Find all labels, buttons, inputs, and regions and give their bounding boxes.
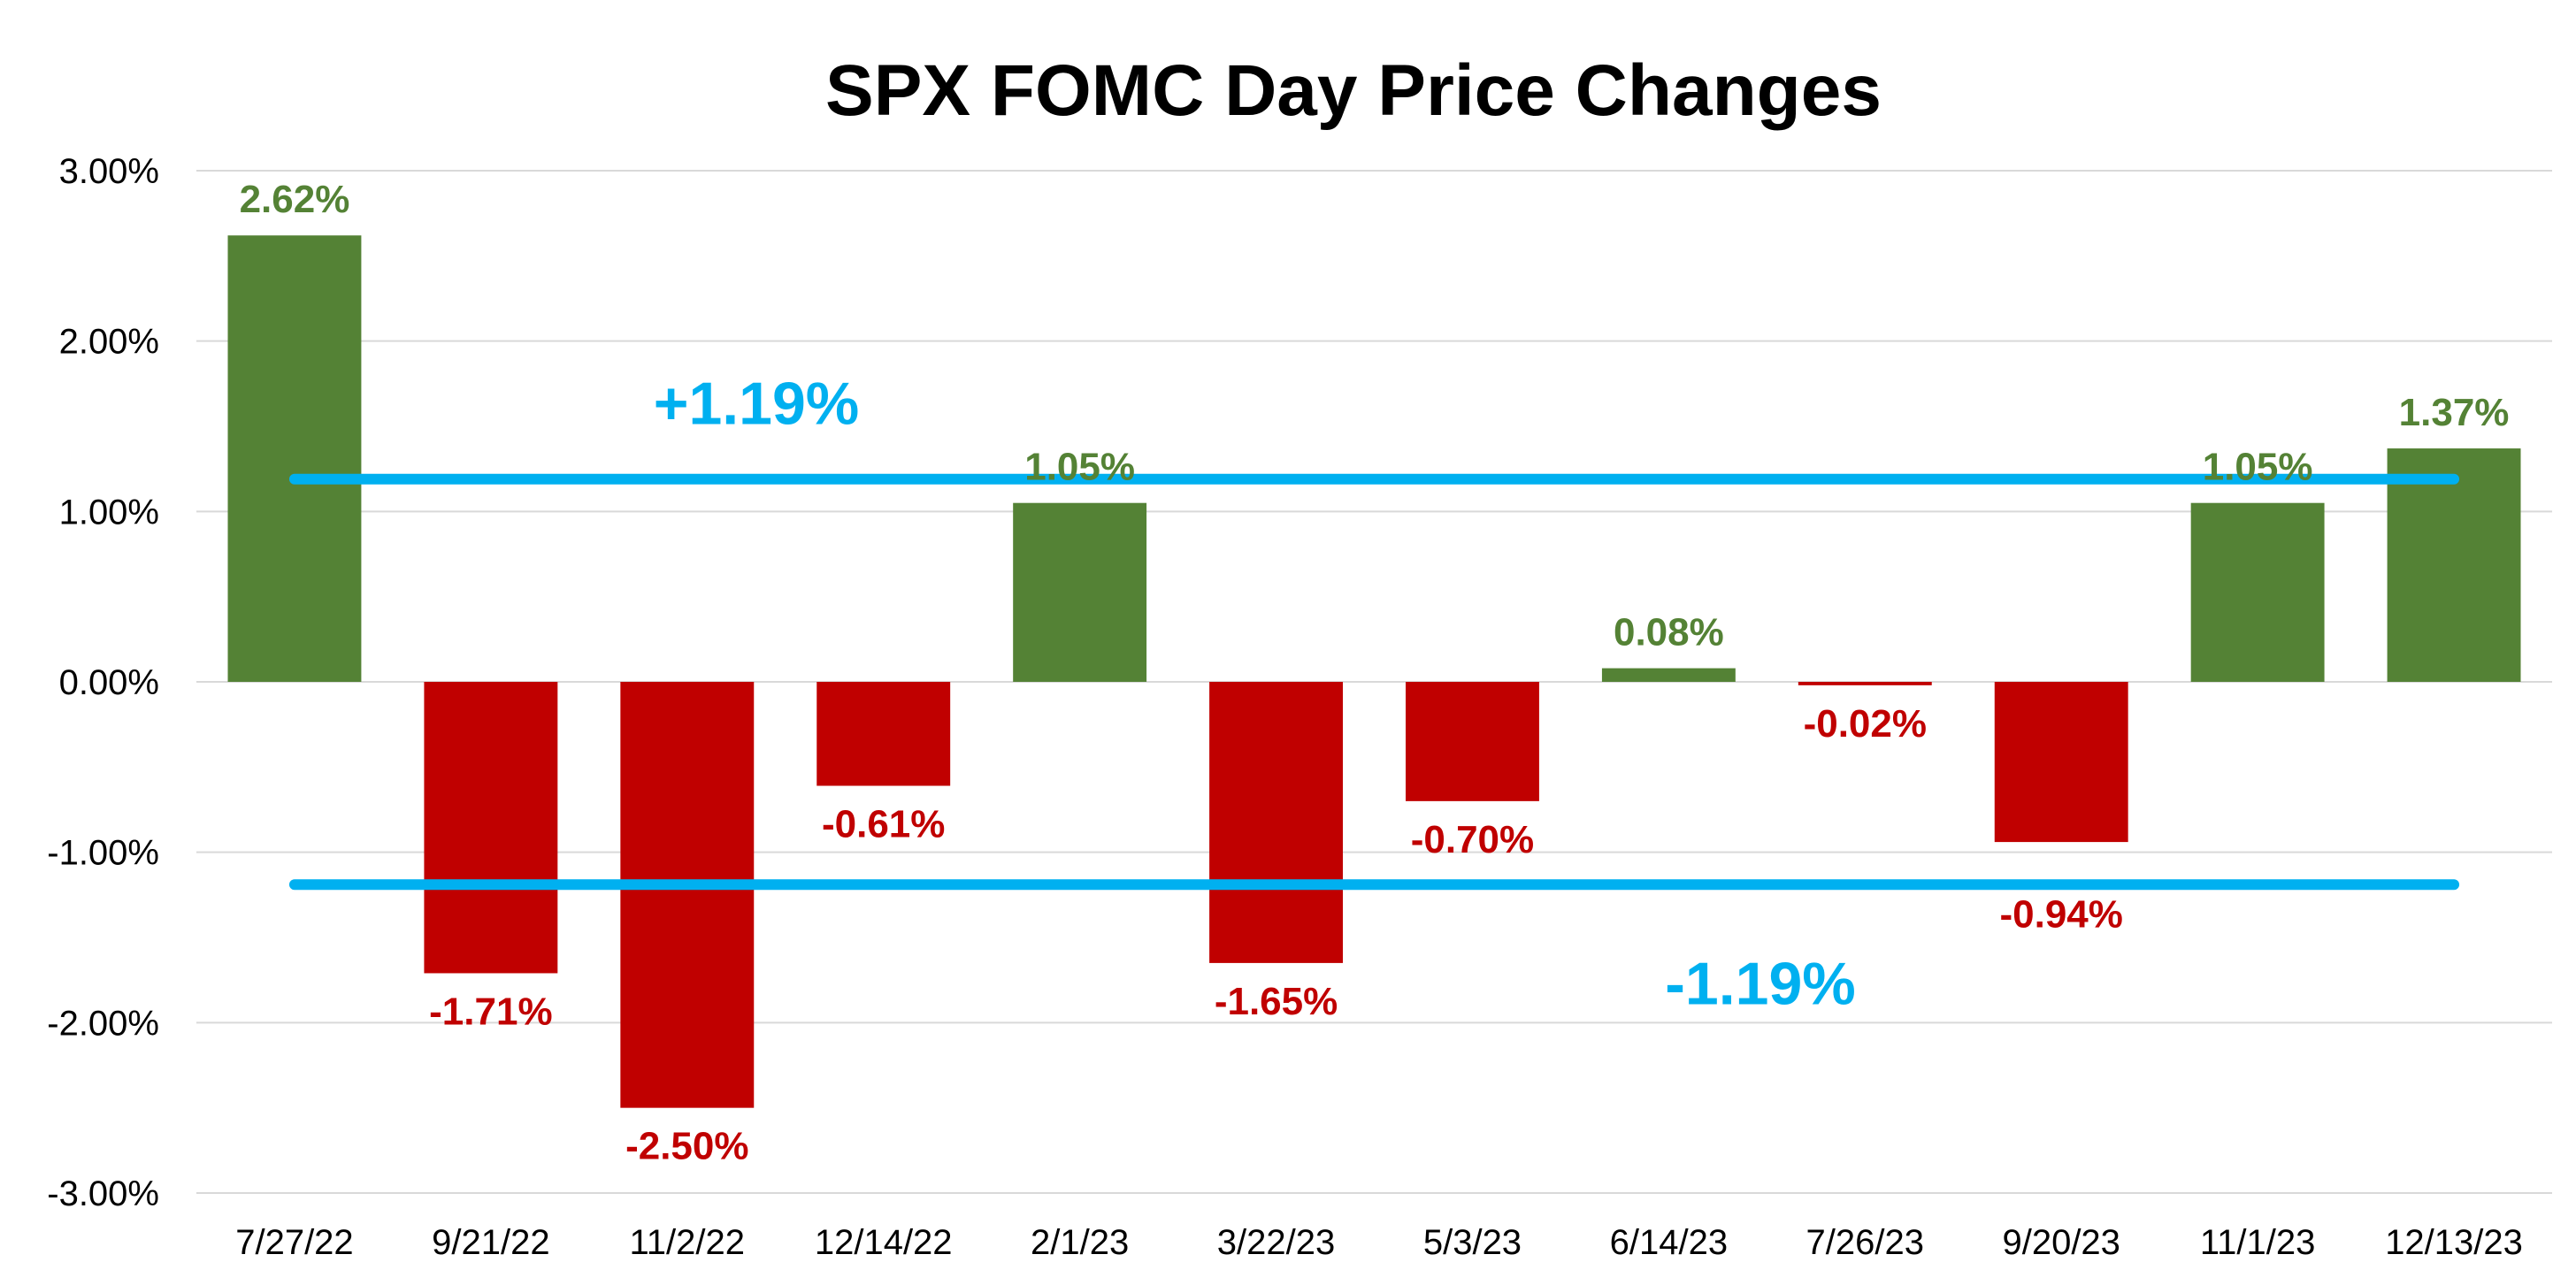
data-label: -0.61% xyxy=(822,803,945,846)
y-tick-label: 2.00% xyxy=(59,323,159,362)
y-tick-label: -2.00% xyxy=(47,1004,159,1043)
data-label: -0.02% xyxy=(1804,702,1927,746)
bar xyxy=(2387,448,2521,682)
x-tick-label: 7/26/23 xyxy=(1806,1223,1924,1262)
chart-title: SPX FOMC Day Price Changes xyxy=(825,50,1882,131)
bar xyxy=(227,235,362,682)
bar xyxy=(1994,682,2128,843)
x-tick-label: 6/14/23 xyxy=(1610,1223,1728,1262)
bars xyxy=(227,235,2521,1108)
reference-lines xyxy=(288,473,2460,891)
x-tick-label: 11/2/22 xyxy=(630,1223,746,1262)
x-tick-label: 9/20/23 xyxy=(2002,1223,2120,1262)
x-tick-label: 3/22/23 xyxy=(1217,1223,1335,1262)
data-label: -1.71% xyxy=(429,990,552,1033)
data-label: 1.05% xyxy=(2203,446,2313,489)
data-label: -0.70% xyxy=(1411,818,1534,861)
data-labels: 2.62% -1.71% -2.50% -0.61% 1.05% -1.65% -0.70%… xyxy=(240,178,2510,1167)
bar xyxy=(2190,502,2325,682)
y-tick-label: 0.00% xyxy=(59,663,159,702)
bar xyxy=(424,682,558,974)
y-tick-label: -1.00% xyxy=(47,834,159,873)
y-tick-label: 1.00% xyxy=(59,493,159,532)
x-tick-label: 2/1/23 xyxy=(1031,1223,1129,1262)
data-label: 2.62% xyxy=(240,178,350,221)
y-tick-label: -3.00% xyxy=(47,1174,159,1213)
bar xyxy=(1601,668,1736,682)
bar xyxy=(1798,682,1932,685)
x-tick-label: 7/27/22 xyxy=(235,1223,353,1262)
data-label: 0.08% xyxy=(1614,611,1724,654)
data-label: 1.05% xyxy=(1024,446,1135,489)
bar xyxy=(620,682,755,1108)
y-tick-label: 3.00% xyxy=(59,152,159,191)
bar xyxy=(1209,682,1343,963)
bar xyxy=(1406,682,1539,801)
data-label: -0.94% xyxy=(1999,892,2122,936)
y-axis-tick-labels: 3.00% 2.00% 1.00% 0.00% -1.00% -2.00% -3.00% xyxy=(47,152,159,1213)
x-tick-label: 11/1/23 xyxy=(2200,1223,2316,1262)
x-tick-label: 12/14/22 xyxy=(815,1223,953,1262)
data-label: -1.65% xyxy=(1215,980,1338,1023)
x-axis-tick-labels: 7/27/22 9/21/22 11/2/22 12/14/22 2/1/23 3/22/… xyxy=(235,1223,2523,1262)
data-label: 1.37% xyxy=(2399,391,2510,434)
x-tick-label: 12/13/23 xyxy=(2385,1223,2523,1262)
bar xyxy=(816,682,951,786)
reference-line-label: +1.19% xyxy=(654,371,860,438)
x-tick-label: 5/3/23 xyxy=(1423,1223,1522,1262)
reference-line-labels: +1.19% -1.19% xyxy=(654,371,1856,1018)
data-label: -2.50% xyxy=(625,1125,748,1168)
x-tick-label: 9/21/22 xyxy=(432,1223,549,1262)
bar xyxy=(1013,502,1147,682)
gridlines xyxy=(196,170,2552,1194)
reference-line-label: -1.19% xyxy=(1665,950,1855,1017)
